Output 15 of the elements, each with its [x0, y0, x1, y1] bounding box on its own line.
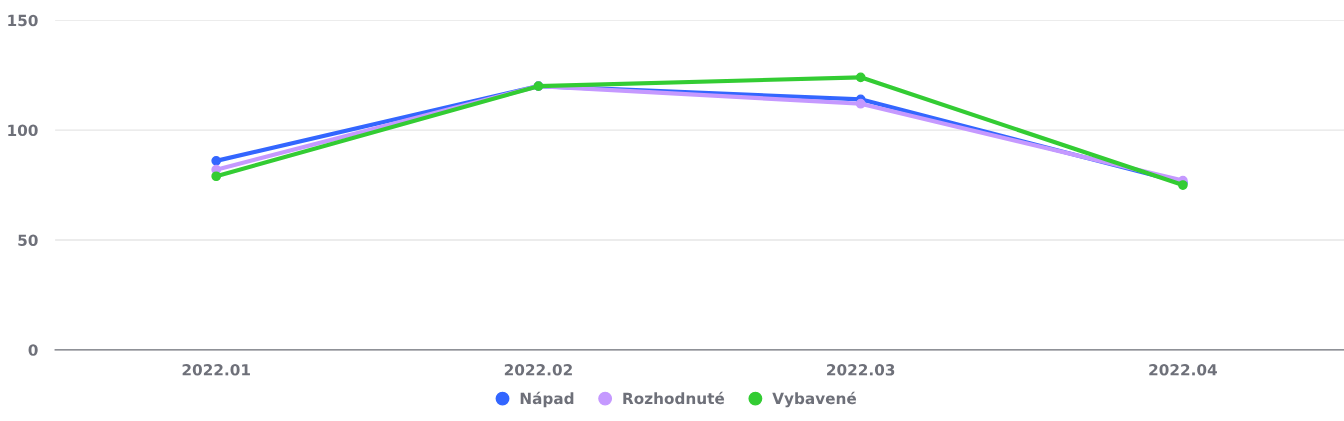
y-tick-label: 100 [8, 124, 38, 137]
point [855, 72, 866, 83]
x-tick-label: 2022.01 [182, 364, 250, 376]
point [211, 171, 222, 182]
point [855, 98, 866, 109]
legend-label: Nápad [520, 391, 574, 408]
x-tick-label: 2022.02 [504, 364, 572, 376]
x-tick-label: 2022.04 [1149, 364, 1217, 376]
y-tick-label: 0 [28, 344, 38, 356]
legend-label: Vybavené [772, 391, 857, 408]
y-tick-label: 150 [8, 14, 38, 27]
y-tick-label: 50 [18, 234, 38, 246]
x-tick-label: 2022.03 [827, 364, 895, 376]
legend-label: Rozhodnuté [623, 391, 725, 405]
point [211, 155, 222, 166]
